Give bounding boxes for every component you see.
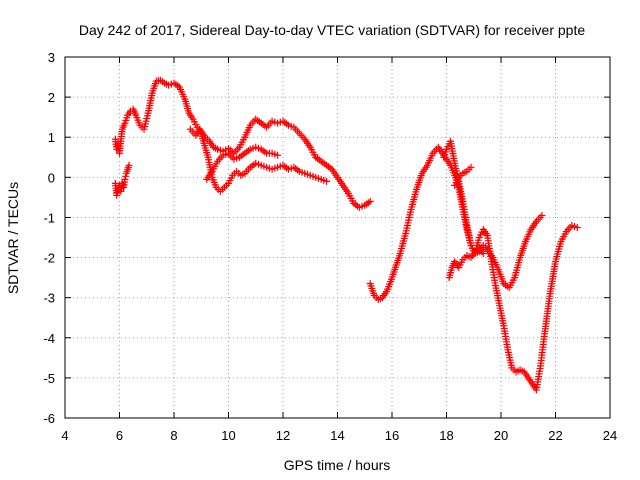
x-tick-labels: 4 6 8 10 12 14 16 18 20 22 24 xyxy=(61,428,617,443)
series-arc-f xyxy=(440,137,581,394)
y-tick-label: 3 xyxy=(48,50,55,65)
series-arc-c xyxy=(186,125,331,195)
data-point xyxy=(323,177,331,185)
series-arc-a1 xyxy=(111,107,134,157)
y-tick-label: -5 xyxy=(43,371,55,386)
x-tick-label: 10 xyxy=(221,428,235,443)
series-arc-d xyxy=(203,143,282,183)
data-point xyxy=(113,191,121,199)
y-tick-label: -6 xyxy=(43,411,55,426)
y-tick-labels: 3 2 1 0 -1 -2 -3 -4 -5 -6 xyxy=(43,50,55,426)
series-arc-a2 xyxy=(111,161,133,199)
data-point xyxy=(125,161,133,169)
y-tick-label: -3 xyxy=(43,291,55,306)
x-tick-label: 20 xyxy=(494,428,508,443)
series-arc-h xyxy=(451,163,475,189)
y-tick-label: -2 xyxy=(43,251,55,266)
y-tick-label: 0 xyxy=(48,170,55,185)
x-tick-label: 4 xyxy=(61,428,68,443)
x-tick-label: 16 xyxy=(385,428,399,443)
y-tick-label: 1 xyxy=(48,130,55,145)
chart-title: Day 242 of 2017, Sidereal Day-to-day VTE… xyxy=(79,22,586,38)
data-point xyxy=(121,175,129,183)
data-point xyxy=(467,163,475,171)
data-point xyxy=(573,223,581,231)
y-tick-label: -4 xyxy=(43,331,55,346)
data-point xyxy=(479,250,487,258)
series-arc-g xyxy=(445,244,487,282)
data-points xyxy=(111,76,581,394)
data-point xyxy=(366,197,374,205)
data-point xyxy=(122,172,130,180)
x-tick-label: 14 xyxy=(330,428,344,443)
x-tick-label: 8 xyxy=(170,428,177,443)
data-point xyxy=(113,188,121,196)
data-point xyxy=(274,151,282,159)
data-point xyxy=(538,211,546,219)
x-tick-label: 6 xyxy=(116,428,123,443)
y-tick-label: 2 xyxy=(48,90,55,105)
x-tick-label: 22 xyxy=(548,428,562,443)
y-axis-title: SDTVAR / TECUs xyxy=(5,182,21,294)
x-tick-label: 18 xyxy=(439,428,453,443)
x-axis-title: GPS time / hours xyxy=(284,457,391,473)
x-tick-label: 24 xyxy=(603,428,617,443)
y-tick-label: -1 xyxy=(43,210,55,225)
x-tick-label: 12 xyxy=(276,428,290,443)
plot-frame xyxy=(64,56,611,419)
